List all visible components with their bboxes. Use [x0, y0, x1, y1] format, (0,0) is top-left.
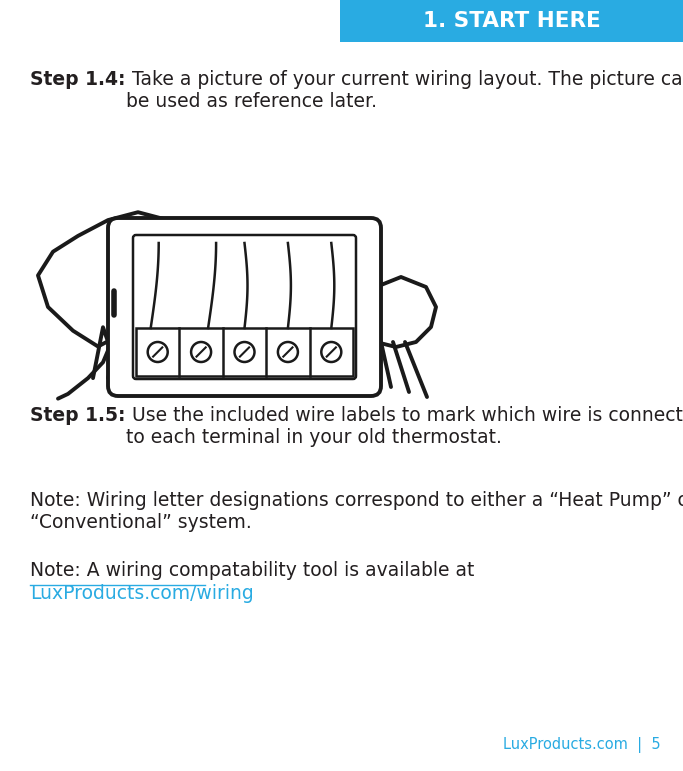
Circle shape — [191, 342, 211, 362]
Text: Note: Wiring letter designations correspond to either a “Heat Pump” or: Note: Wiring letter designations corresp… — [30, 491, 683, 510]
Text: Step 1.4:: Step 1.4: — [30, 70, 126, 89]
Text: Note: A wiring compatability tool is available at: Note: A wiring compatability tool is ava… — [30, 561, 475, 580]
FancyBboxPatch shape — [133, 235, 356, 379]
Bar — [340, 0, 683, 42]
Text: “Conventional” system.: “Conventional” system. — [30, 513, 252, 532]
Bar — [136, 328, 353, 376]
FancyBboxPatch shape — [108, 218, 381, 396]
Text: 1. START HERE: 1. START HERE — [423, 11, 600, 31]
Text: Use the included wire labels to mark which wire is connected
to each terminal in: Use the included wire labels to mark whi… — [126, 406, 683, 447]
Circle shape — [234, 342, 255, 362]
Text: Step 1.5:: Step 1.5: — [30, 406, 126, 425]
Circle shape — [321, 342, 342, 362]
Circle shape — [148, 342, 168, 362]
Circle shape — [278, 342, 298, 362]
Text: Take a picture of your current wiring layout. The picture can
be used as referen: Take a picture of your current wiring la… — [126, 70, 683, 111]
Text: LuxProducts.com  |  5: LuxProducts.com | 5 — [503, 737, 661, 753]
Text: LuxProducts.com/wiring: LuxProducts.com/wiring — [30, 584, 254, 603]
